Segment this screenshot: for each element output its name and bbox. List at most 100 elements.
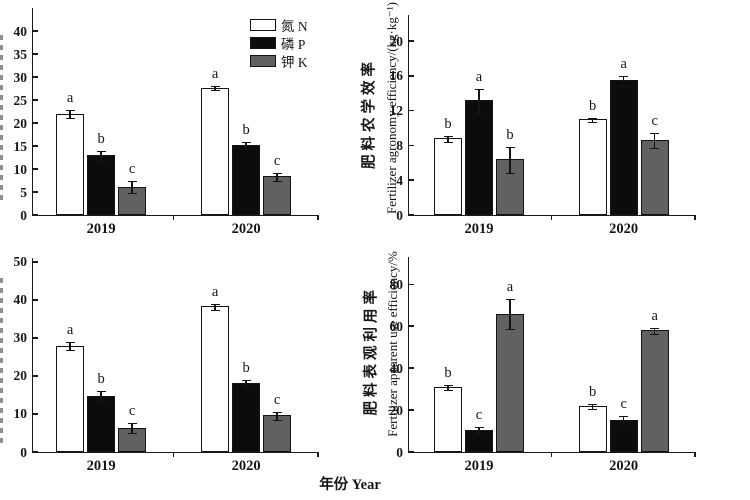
legend-label-n: 氮 N	[281, 19, 308, 34]
significance-letter: b	[97, 130, 105, 147]
significance-letter: a	[66, 90, 74, 107]
bar-k-2020	[263, 415, 292, 452]
error-bar	[65, 110, 75, 120]
error-bar	[241, 142, 251, 150]
category-label: 2019	[464, 458, 494, 474]
y-axis-label-en-agronomy: Fertilizer agronomy efficiency/(kg·kg⁻¹)	[384, 2, 399, 214]
y-tick-label: 0	[20, 207, 27, 223]
error-bar	[272, 412, 282, 421]
y-tick-label: 35	[13, 46, 28, 62]
y-tick	[33, 168, 38, 170]
category-label: 2019	[86, 458, 116, 474]
significance-letter: c	[273, 392, 281, 409]
y-tick-label: 12	[389, 103, 404, 119]
y-tick	[33, 413, 38, 415]
legend-label-k: 钾 K	[281, 55, 308, 70]
significance-letter: b	[242, 122, 250, 139]
error-bar	[96, 390, 106, 403]
x-tick-mid	[172, 452, 175, 457]
y-tick-label: 4	[396, 172, 403, 188]
y-axis-label-zh-apparent: 肥料表观利用率	[363, 286, 380, 416]
y-tick	[33, 451, 38, 453]
error-bar	[127, 181, 137, 195]
x-tick-end	[317, 452, 319, 457]
bar-p-2019	[87, 155, 116, 215]
significance-letter: b	[589, 383, 597, 400]
bar-p-2020	[609, 419, 638, 452]
y-tick	[33, 191, 38, 193]
error-bar	[474, 427, 484, 435]
error-bar	[96, 150, 106, 162]
y-tick-label: 5	[20, 184, 27, 200]
x-tick-end	[694, 452, 696, 457]
bar-n-2020	[201, 306, 230, 452]
significance-letter: a	[620, 55, 627, 72]
y-tick-label: 30	[13, 330, 28, 346]
significance-letter: a	[211, 65, 219, 82]
error-bar	[505, 298, 515, 331]
y-tick-label: 0	[396, 207, 403, 223]
x-tick-end	[694, 215, 696, 220]
legend-swatch-p	[250, 37, 276, 49]
y-tick	[33, 337, 38, 339]
significance-letter: c	[128, 403, 136, 420]
y-tick-label: 15	[13, 138, 28, 154]
y-tick	[33, 145, 38, 147]
category-label: 2019	[464, 221, 494, 237]
bar-n-2019	[56, 345, 85, 452]
y-tick-label: 20	[13, 368, 28, 384]
x-tick-mid	[550, 215, 553, 220]
y-tick	[33, 76, 38, 78]
y-tick-label: 50	[13, 254, 28, 270]
y-tick	[409, 367, 414, 369]
y-tick-label: 25	[13, 92, 28, 108]
y-tick-label: 20	[389, 33, 404, 49]
error-bar	[443, 135, 453, 144]
error-bar	[650, 133, 660, 150]
bar-p-2020	[232, 382, 261, 452]
significance-letter: c	[651, 113, 658, 130]
y-tick-label: 10	[13, 406, 28, 422]
y-tick	[33, 261, 38, 263]
y-tick	[33, 30, 38, 32]
legend-label-p: 磷 P	[281, 37, 306, 52]
y-tick-label: 30	[13, 69, 28, 85]
error-bar	[65, 341, 75, 352]
significance-letter: b	[444, 365, 452, 382]
significance-letter: a	[211, 284, 219, 301]
category-label: 2020	[231, 221, 261, 237]
bar-n-2019	[56, 113, 85, 215]
y-tick	[33, 375, 38, 377]
y-tick-label: 0	[20, 444, 27, 460]
y-tick	[33, 299, 38, 301]
significance-letter: c	[475, 407, 483, 424]
bar-p-2019	[87, 395, 116, 452]
significance-letter: b	[97, 370, 105, 387]
category-label: 2020	[231, 458, 261, 474]
bar-k-2019	[496, 313, 525, 452]
legend-item-p: 磷 P	[250, 34, 308, 52]
y-tick	[33, 122, 38, 124]
significance-letter: a	[506, 278, 514, 295]
bar-n-2020	[578, 119, 607, 215]
bar-p-2019	[465, 100, 494, 215]
significance-letter: a	[475, 68, 483, 85]
significance-letter: a	[66, 321, 74, 338]
error-bar	[588, 403, 598, 410]
y-tick-label: 80	[389, 276, 404, 292]
error-bar	[650, 327, 660, 336]
y-tick	[33, 53, 38, 55]
y-tick-label: 8	[396, 137, 403, 153]
significance-letter: b	[506, 127, 514, 144]
x-tick-end	[317, 215, 319, 220]
significance-letter: c	[273, 152, 281, 169]
bar-p-2020	[232, 145, 261, 215]
error-bar	[210, 85, 220, 92]
significance-letter: a	[651, 307, 658, 324]
category-label: 2019	[86, 221, 116, 237]
significance-letter: b	[444, 115, 452, 132]
y-tick-label: 16	[389, 68, 404, 84]
y-tick-label: 60	[389, 318, 404, 334]
y-tick	[409, 451, 414, 453]
